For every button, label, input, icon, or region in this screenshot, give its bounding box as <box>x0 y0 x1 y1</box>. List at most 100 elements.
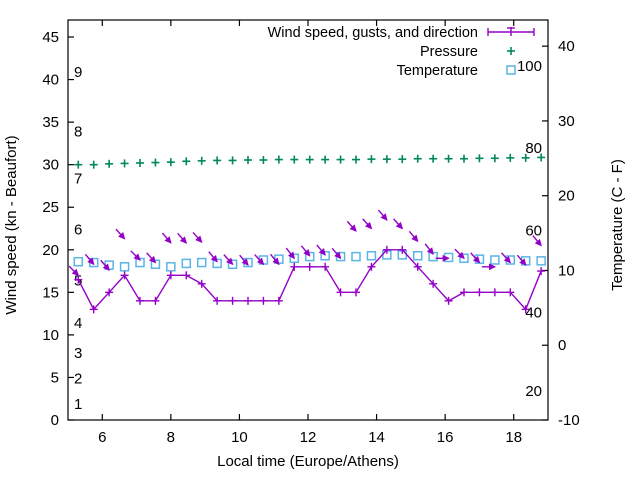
x-axis-ticks: 6 8 10 12 14 16 18 <box>98 20 522 446</box>
wind-direction-arrow <box>100 259 110 272</box>
y2-tick-label: -10 <box>558 412 580 429</box>
temperature-marker <box>536 256 546 266</box>
y2-tick-label: 0 <box>558 337 566 354</box>
pressure-marker <box>429 154 438 163</box>
pressure-marker <box>120 159 129 168</box>
temperature-marker <box>181 258 192 269</box>
fahrenheit-label: 20 <box>525 383 542 400</box>
y-tick-label: 5 <box>51 369 59 386</box>
beaufort-label: 1 <box>74 396 82 413</box>
temperature-marker <box>459 253 469 264</box>
wind-direction-arrow <box>115 228 126 240</box>
temperature-marker <box>150 259 161 270</box>
pressure-marker <box>506 153 515 162</box>
pressure-marker <box>537 153 546 162</box>
wind-direction-arrow <box>481 263 497 271</box>
wind-speed-marker <box>213 296 222 305</box>
wind-direction-arrow <box>161 232 172 244</box>
wind-speed-marker <box>290 262 299 271</box>
y2-tick-label: 10 <box>558 262 575 279</box>
wind-speed-marker <box>336 288 345 297</box>
wind-direction-arrow <box>516 254 527 266</box>
pressure-marker <box>290 155 299 164</box>
wind-speed-marker <box>274 296 283 305</box>
wind-speed-marker <box>89 305 98 314</box>
wind-direction-arrow <box>84 253 95 266</box>
wind-speed-marker <box>244 296 252 305</box>
wind-speed-series <box>74 245 546 314</box>
wind-direction-arrow <box>316 244 326 256</box>
temperature-marker <box>304 251 315 262</box>
legend-swatch-temperature <box>506 65 516 75</box>
wind-speed-marker <box>367 262 376 271</box>
x-tick-label: 8 <box>167 429 175 446</box>
pressure-marker <box>274 155 283 164</box>
pressure-marker <box>259 156 268 164</box>
beaufort-label: 9 <box>74 64 82 81</box>
y-tick-label: 0 <box>51 412 59 429</box>
temperature-marker <box>490 255 500 265</box>
wind-speed-marker <box>537 267 546 276</box>
pressure-marker <box>413 154 422 163</box>
wind-speed-marker <box>182 271 191 280</box>
wind-direction-arrow <box>269 253 280 266</box>
y2-axis-title: Temperature (C - F) <box>609 159 626 291</box>
wind-direction-arrow <box>208 251 218 263</box>
wind-speed-marker <box>521 305 530 314</box>
wind-speed-marker <box>413 262 422 271</box>
beaufort-label: 2 <box>74 370 82 387</box>
wind-direction-arrow <box>285 247 295 260</box>
pressure-marker <box>136 158 144 167</box>
y-tick-label: 20 <box>42 242 59 259</box>
pressure-marker <box>197 156 206 165</box>
wind-direction-arrow <box>223 254 234 266</box>
pressure-series <box>74 153 546 169</box>
temperature-marker <box>119 262 130 272</box>
wind-speed-marker <box>166 271 175 280</box>
fahrenheit-label: 40 <box>525 305 542 322</box>
y2-tick-label: 40 <box>558 38 575 55</box>
temperature-marker <box>196 257 207 268</box>
wind-speed-marker <box>136 296 144 305</box>
pressure-marker <box>213 156 222 165</box>
x-tick-label: 12 <box>300 429 317 446</box>
fahrenheit-label: 60 <box>525 222 542 239</box>
beaufort-label: 7 <box>74 170 82 187</box>
y-tick-label: 45 <box>42 29 59 46</box>
pressure-marker <box>151 158 160 167</box>
wind-speed-marker <box>120 271 129 280</box>
wind-direction-arrow <box>239 254 249 266</box>
wind-speed-marker <box>197 279 206 288</box>
wind-speed-marker <box>305 262 314 271</box>
pressure-marker <box>244 156 252 164</box>
wind-direction-arrow <box>254 254 265 266</box>
legend-label-temperature: Temperature <box>397 63 478 79</box>
legend-label-wind: Wind speed, gusts, and direction <box>268 25 478 41</box>
wind-direction-arrow <box>454 248 465 260</box>
pressure-marker <box>475 154 484 163</box>
fahrenheit-label: 80 <box>525 140 542 157</box>
pressure-marker <box>521 153 530 162</box>
wind-direction-arrow <box>192 231 203 243</box>
wind-speed-marker <box>321 262 330 271</box>
pressure-marker <box>182 157 191 166</box>
wind-direction-arrow <box>408 230 419 243</box>
wind-speed-marker <box>506 288 515 297</box>
wind-direction-arrow <box>532 235 542 247</box>
fahrenheit-label: 100 <box>517 58 542 75</box>
legend-swatch-wind <box>487 27 535 36</box>
pressure-marker <box>490 154 499 163</box>
wind-direction-arrow <box>470 252 481 264</box>
temperature-marker <box>366 250 377 261</box>
y-tick-label: 40 <box>42 72 59 89</box>
y-tick-label: 30 <box>42 157 59 174</box>
wind-direction-arrow <box>346 220 357 232</box>
temperature-marker <box>212 258 222 269</box>
y-tick-label: 35 <box>42 114 59 131</box>
pressure-marker <box>321 155 330 164</box>
pressure-marker <box>352 155 360 164</box>
temperature-marker <box>73 256 84 267</box>
x-tick-label: 18 <box>505 429 522 446</box>
